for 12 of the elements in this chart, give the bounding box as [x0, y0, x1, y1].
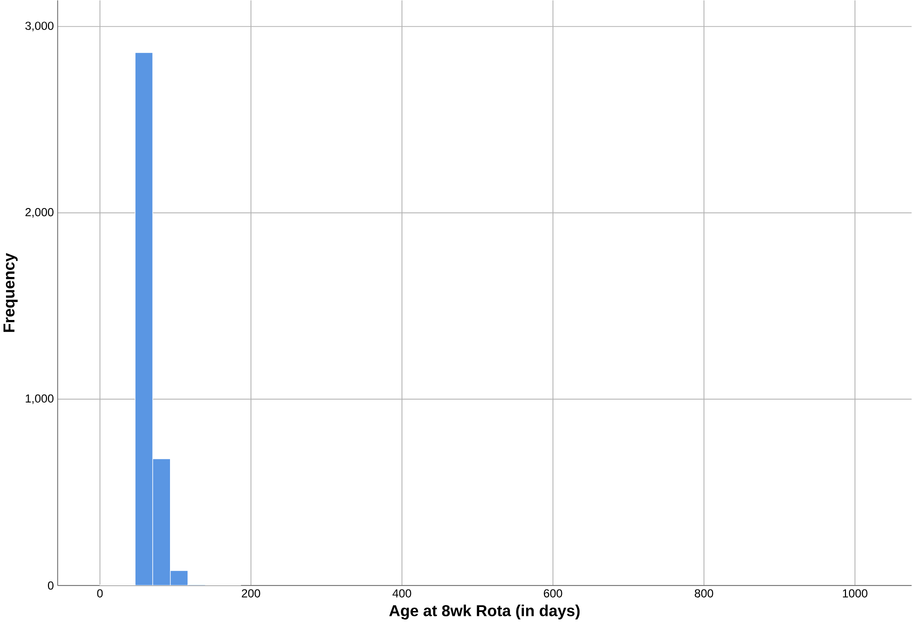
x-tick-label: 800 — [694, 589, 714, 598]
y-tick-label: 0 — [48, 581, 54, 590]
x-tick-label: 0 — [97, 589, 103, 598]
y-tick-label: 2,000 — [26, 208, 54, 218]
x-tick-label: 600 — [544, 589, 562, 598]
x-tick-label: 200 — [242, 589, 260, 598]
x-tick-label: 400 — [392, 589, 412, 598]
y-tick-label: 1,000 — [26, 394, 54, 404]
x-tick-label: 1000 — [842, 589, 868, 598]
y-tick-label: 3,000 — [25, 22, 54, 32]
y-axis-title: Frequency — [4, 253, 18, 332]
x-axis-title: Age at 8wk Rota (in days) — [389, 604, 580, 620]
